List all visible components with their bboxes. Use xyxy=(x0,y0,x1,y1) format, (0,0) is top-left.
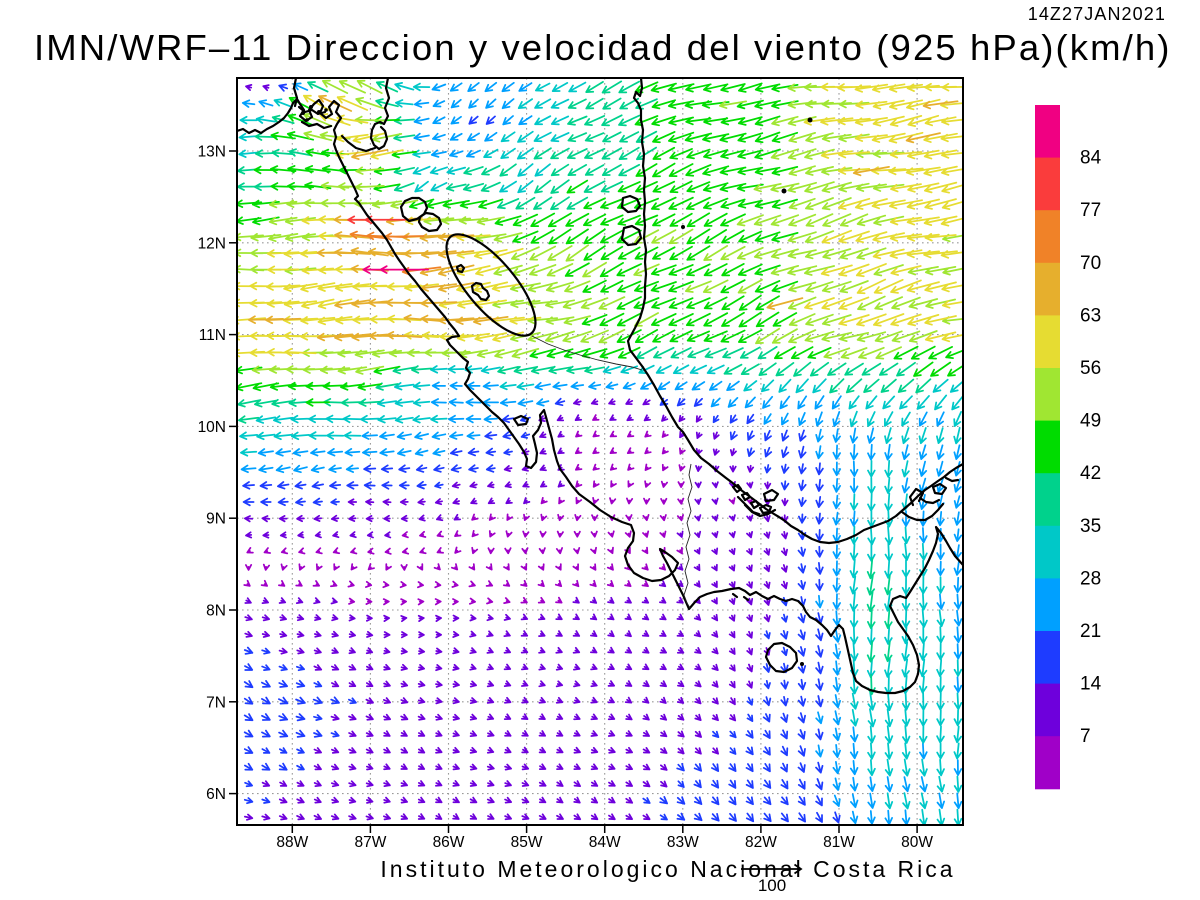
svg-text:81W: 81W xyxy=(823,834,855,851)
svg-text:12N: 12N xyxy=(198,235,226,252)
svg-text:56: 56 xyxy=(1080,358,1101,379)
svg-text:49: 49 xyxy=(1080,411,1101,432)
svg-text:85W: 85W xyxy=(511,834,543,851)
svg-text:88W: 88W xyxy=(276,834,308,851)
svg-text:70: 70 xyxy=(1080,253,1101,274)
svg-text:84W: 84W xyxy=(589,834,621,851)
svg-text:83W: 83W xyxy=(667,834,699,851)
svg-text:7N: 7N xyxy=(206,694,226,711)
svg-text:80W: 80W xyxy=(901,834,933,851)
svg-text:7: 7 xyxy=(1080,726,1091,747)
svg-text:21: 21 xyxy=(1080,621,1101,642)
svg-text:8N: 8N xyxy=(206,603,226,620)
svg-text:IMN/WRF–11 Direccion y velocid: IMN/WRF–11 Direccion y velocidad del vie… xyxy=(34,27,1172,68)
svg-text:6N: 6N xyxy=(206,786,226,803)
svg-text:14: 14 xyxy=(1080,674,1102,695)
svg-text:14Z27JAN2021: 14Z27JAN2021 xyxy=(1028,4,1166,24)
svg-text:13N: 13N xyxy=(198,144,226,161)
svg-text:28: 28 xyxy=(1080,568,1101,589)
svg-text:63: 63 xyxy=(1080,305,1101,326)
svg-text:Instituto Meteorologico Nacion: Instituto Meteorologico Nacional Costa R… xyxy=(380,856,955,882)
svg-text:100: 100 xyxy=(758,876,786,895)
svg-text:82W: 82W xyxy=(745,834,777,851)
svg-text:11N: 11N xyxy=(199,327,226,344)
svg-text:10N: 10N xyxy=(198,419,226,436)
svg-text:87W: 87W xyxy=(354,834,386,851)
svg-text:86W: 86W xyxy=(433,834,465,851)
svg-text:77: 77 xyxy=(1080,200,1101,221)
svg-text:84: 84 xyxy=(1080,148,1102,169)
svg-text:9N: 9N xyxy=(206,511,226,528)
svg-text:42: 42 xyxy=(1080,463,1101,484)
svg-text:35: 35 xyxy=(1080,516,1101,537)
